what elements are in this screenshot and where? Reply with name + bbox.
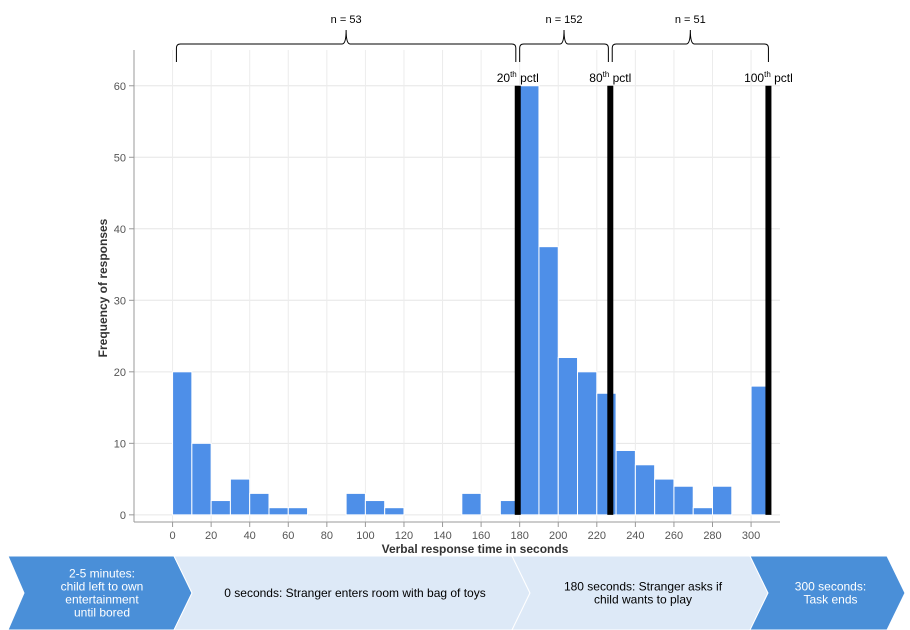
percentile-label: 80th pctl (589, 70, 631, 85)
axes-layer: 0 10 20 30 40 50 60 0 20 40 60 80 100 120 140 160 180 200… (114, 50, 780, 542)
y-tick-label: 0 (120, 510, 126, 522)
histogram-bar (634, 464, 656, 516)
x-tick-label: 100 (356, 530, 374, 542)
histogram-bar (210, 500, 231, 516)
x-tick-label: 280 (703, 530, 721, 542)
percentile-unit: pctl (771, 71, 793, 85)
timeline-step-label: 180 seconds: Stranger asks if child wants… (564, 580, 723, 607)
x-tick-label: 200 (549, 530, 567, 542)
timeline-step-line: 2-5 minutes: (69, 567, 135, 581)
timeline-step-line: Task ends (803, 593, 857, 607)
group-brace (175, 29, 517, 62)
histogram-bar (461, 492, 482, 516)
percentile-label: 100th pctl (744, 70, 793, 85)
x-tick-label: 160 (472, 530, 490, 542)
x-axis-label: Verbal response time in seconds (382, 542, 569, 556)
x-tick-label: 140 (433, 530, 451, 542)
y-tick-label: 50 (114, 152, 126, 164)
histogram-bar (229, 478, 251, 516)
histogram-bar (712, 485, 733, 516)
timeline-step-line: child left to own (61, 580, 144, 594)
timeline-step (749, 555, 906, 630)
x-tick-label: 180 (510, 530, 528, 542)
histogram-bar (364, 500, 386, 516)
timeline-step-line: child wants to play (594, 593, 692, 607)
percentile-unit: pctl (517, 71, 539, 85)
x-tick-label: 40 (244, 530, 256, 542)
percentile-lines-layer: 20th pctl 80th pctl 100th pctl (497, 70, 793, 515)
grid-layer (134, 50, 780, 522)
x-tick-label: 260 (665, 530, 683, 542)
histogram-bar (191, 442, 212, 516)
percentile-number: 20 (497, 71, 511, 85)
x-tick-label: 0 (170, 530, 176, 542)
histogram-bar (577, 371, 598, 516)
percentile-number: 80 (589, 71, 603, 85)
y-axis-label: Frequency of responses (96, 218, 110, 357)
group-count-label: n = 53 (331, 14, 362, 26)
percentile-label: 20th pctl (497, 70, 539, 85)
group-count-label: n = 152 (546, 14, 583, 26)
histogram-bar (268, 507, 289, 516)
timeline-step-label: 300 seconds: Task ends (795, 580, 866, 607)
timeline-step-label: 2-5 minutes: child left to own entertainme… (61, 567, 144, 620)
y-tick-label: 30 (114, 295, 126, 307)
x-tick-label: 20 (205, 530, 217, 542)
y-tick-label: 10 (114, 438, 126, 450)
histogram-bar (557, 357, 579, 516)
timeline-step-line: entertainment (65, 593, 139, 607)
x-tick-label: 60 (282, 530, 294, 542)
group-brace (611, 29, 769, 62)
histogram-bar (384, 507, 405, 516)
x-tick-label: 300 (742, 530, 760, 542)
x-tick-label: 240 (626, 530, 644, 542)
percentile-suffix: th (764, 70, 771, 79)
x-tick-label: 80 (321, 530, 333, 542)
timeline-step-line: until bored (74, 606, 130, 620)
timeline-layer: 2-5 minutes: child left to own entertainme… (7, 555, 906, 630)
histogram-bar (249, 492, 270, 516)
group-braces-layer: n = 53 n = 152 n = 51 (175, 14, 769, 62)
histogram-bar (172, 371, 193, 516)
percentile-number: 100 (744, 71, 764, 85)
percentile-unit: pctl (609, 71, 631, 85)
x-tick-label: 220 (588, 530, 606, 542)
histogram-bar (287, 507, 309, 516)
histogram-bar (345, 492, 366, 516)
timeline-step-line: 180 seconds: Stranger asks if (564, 580, 723, 594)
y-tick-label: 20 (114, 367, 126, 379)
timeline-step-label: 0 seconds: Stranger enters room with bag… (224, 586, 485, 600)
y-tick-label: 60 (114, 81, 126, 93)
group-count-label: n = 51 (675, 14, 706, 26)
histogram-bar (692, 507, 714, 516)
histogram-bar (538, 246, 559, 516)
timeline-step-line: 0 seconds: Stranger enters room with bag… (224, 586, 485, 600)
percentile-suffix: th (603, 70, 610, 79)
histogram-bar (673, 485, 694, 516)
timeline-step-line: 300 seconds: (795, 580, 866, 594)
percentile-suffix: th (510, 70, 517, 79)
x-tick-label: 120 (395, 530, 413, 542)
histogram-bar (654, 478, 675, 516)
histogram-bar (519, 85, 540, 516)
y-tick-label: 40 (114, 224, 126, 236)
group-brace (519, 29, 609, 62)
histogram-bar (615, 449, 636, 516)
